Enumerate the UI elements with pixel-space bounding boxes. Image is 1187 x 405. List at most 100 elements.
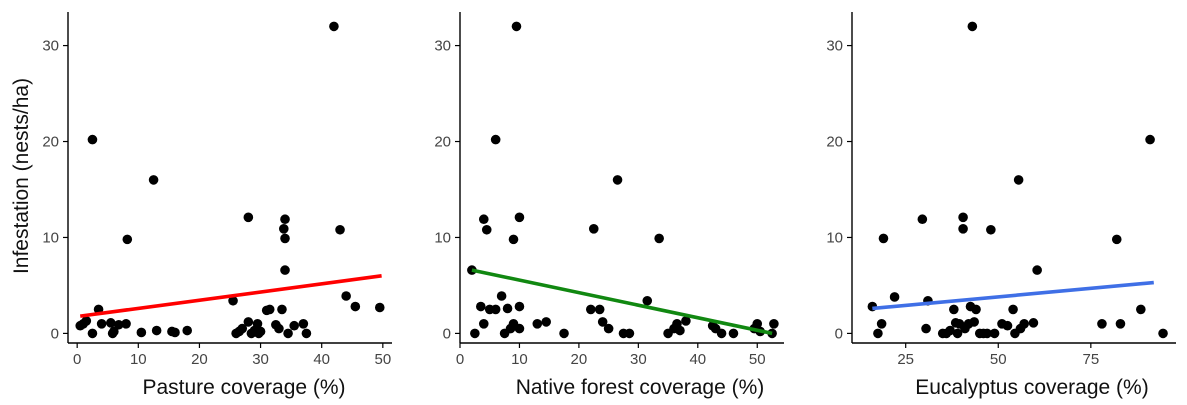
panel-native-forest: 0 10 20 30 0 10 20 30 40 50 Native forest coverag… bbox=[434, 12, 784, 399]
x-tick-label: 0 bbox=[73, 351, 81, 368]
data-point bbox=[182, 325, 193, 336]
data-point bbox=[642, 295, 653, 306]
panel-pasture: 0 10 20 30 0 10 20 30 40 50 Pasture coverage (%) bbox=[42, 12, 392, 399]
data-point bbox=[917, 214, 928, 225]
data-point bbox=[945, 325, 955, 336]
data-point bbox=[1028, 318, 1039, 328]
data-point bbox=[478, 214, 489, 225]
panel-eucalyptus: 0 10 20 30 25 50 75 Eucalyptus coverage (%) bbox=[826, 12, 1176, 399]
data-point bbox=[341, 291, 351, 301]
data-point bbox=[136, 327, 147, 338]
data-point bbox=[252, 319, 263, 329]
data-point bbox=[109, 326, 119, 337]
data-point bbox=[878, 233, 889, 244]
data-point bbox=[374, 302, 385, 313]
data-point bbox=[329, 21, 339, 32]
y-tick-label: 0 bbox=[443, 325, 451, 342]
x-tick-label: 0 bbox=[456, 351, 464, 368]
data-point bbox=[511, 21, 522, 32]
data-point bbox=[301, 328, 312, 339]
data-point bbox=[889, 292, 900, 302]
data-point bbox=[278, 224, 289, 234]
data-point bbox=[967, 21, 978, 32]
data-point bbox=[243, 212, 254, 223]
x-tick-label: 10 bbox=[511, 351, 528, 368]
y-tick-label: 20 bbox=[826, 134, 843, 151]
data-point bbox=[470, 328, 480, 339]
data-point bbox=[105, 318, 116, 328]
data-point bbox=[989, 328, 1000, 339]
data-point bbox=[541, 317, 552, 327]
y-axis-title: Infestation (nests/ha) bbox=[10, 78, 33, 274]
data-point bbox=[496, 291, 507, 301]
data-point bbox=[752, 319, 763, 329]
x-tick-label: 30 bbox=[252, 351, 269, 368]
data-point bbox=[121, 319, 131, 329]
data-point bbox=[508, 234, 519, 245]
data-point bbox=[532, 319, 543, 329]
data-point bbox=[612, 175, 623, 185]
data-point bbox=[767, 328, 777, 339]
data-point bbox=[514, 301, 525, 312]
y-tick-label: 0 bbox=[51, 325, 59, 342]
data-point bbox=[681, 316, 691, 326]
data-point bbox=[151, 325, 162, 336]
data-point bbox=[675, 325, 685, 336]
data-point bbox=[274, 323, 284, 334]
data-point bbox=[490, 304, 501, 315]
data-point bbox=[971, 304, 981, 315]
data-point bbox=[654, 233, 664, 244]
x-tick-label: 75 bbox=[1082, 351, 1099, 368]
y-tick-label: 10 bbox=[42, 229, 59, 246]
data-point bbox=[958, 224, 968, 234]
x-tick-label: 20 bbox=[191, 351, 208, 368]
data-point bbox=[728, 328, 739, 339]
data-point bbox=[1002, 320, 1013, 331]
regression-line bbox=[79, 274, 382, 318]
data-point bbox=[1158, 328, 1168, 339]
panel-eucalyptus-plot-area: 0 10 20 30 25 50 75 bbox=[826, 12, 1176, 368]
y-tick-label: 30 bbox=[826, 38, 843, 55]
data-point bbox=[982, 328, 992, 339]
x-tick-label: 50 bbox=[374, 351, 391, 368]
regression-line bbox=[471, 268, 773, 336]
data-point bbox=[1008, 304, 1018, 315]
data-point bbox=[716, 328, 727, 339]
data-point bbox=[228, 295, 238, 306]
data-point bbox=[243, 317, 254, 327]
data-point bbox=[298, 319, 309, 329]
data-point bbox=[921, 323, 931, 334]
data-point bbox=[478, 319, 489, 329]
y-tick-label: 0 bbox=[835, 325, 843, 342]
data-point bbox=[96, 319, 107, 329]
x-tick-label: 10 bbox=[130, 351, 147, 368]
data-point bbox=[949, 304, 959, 315]
x-tick-label: 40 bbox=[313, 351, 330, 368]
data-point bbox=[624, 328, 635, 339]
data-point bbox=[559, 328, 569, 339]
data-point bbox=[876, 319, 887, 329]
data-point bbox=[81, 316, 92, 326]
data-point bbox=[280, 214, 290, 225]
data-point bbox=[113, 319, 124, 330]
y-tick-label: 10 bbox=[434, 229, 451, 246]
data-point bbox=[588, 224, 599, 234]
x-tick-label: 40 bbox=[689, 351, 706, 368]
data-point bbox=[594, 304, 605, 315]
data-point bbox=[1019, 319, 1029, 329]
data-point bbox=[1111, 234, 1122, 245]
data-point bbox=[969, 317, 979, 327]
data-point bbox=[1115, 319, 1126, 329]
y-tick-label: 10 bbox=[826, 229, 843, 246]
data-point bbox=[1013, 175, 1024, 185]
regression-line bbox=[872, 280, 1154, 311]
data-point bbox=[1097, 319, 1107, 329]
x-axis-title: Eucalyptus coverage (%) bbox=[915, 376, 1148, 399]
data-point bbox=[603, 323, 614, 334]
data-point bbox=[335, 224, 345, 235]
data-point bbox=[467, 265, 477, 275]
data-point bbox=[280, 233, 290, 244]
x-tick-label: 25 bbox=[897, 351, 914, 368]
data-point bbox=[277, 304, 287, 315]
